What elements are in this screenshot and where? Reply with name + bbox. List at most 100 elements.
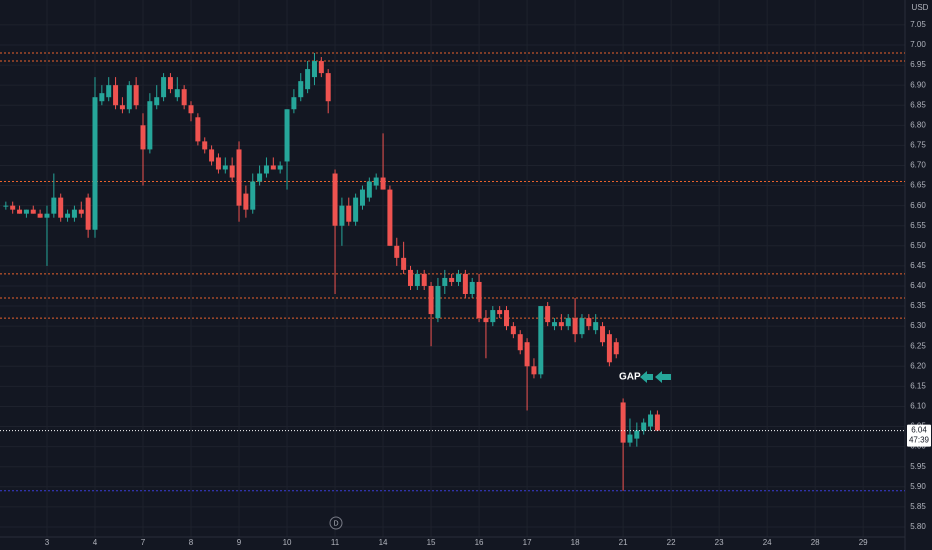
candle-body	[394, 245, 400, 258]
candle-body	[209, 149, 215, 162]
candle-body	[339, 205, 345, 226]
candle-body	[30, 209, 36, 214]
candle-body	[346, 205, 352, 222]
candle-body	[359, 189, 365, 206]
candle-body	[58, 197, 64, 218]
candle-body	[407, 269, 413, 286]
candle-body	[140, 125, 146, 150]
candle-body	[99, 93, 105, 102]
candle-body	[65, 213, 71, 218]
y-tick-label: 5.90	[910, 482, 926, 491]
event-marker-circle	[329, 516, 343, 530]
candle-body	[181, 89, 187, 106]
y-tick-label: 6.90	[910, 80, 926, 89]
candle-body	[435, 285, 441, 319]
candle-body	[366, 181, 372, 198]
candle-body	[538, 306, 544, 375]
candle-body	[325, 73, 331, 102]
candle-body	[126, 85, 132, 110]
candle-body	[71, 209, 77, 218]
y-tick-label: 5.95	[910, 462, 926, 471]
candle-body	[490, 310, 496, 323]
x-tick-label: 29	[859, 538, 868, 547]
candle-body	[284, 109, 290, 162]
candle-body	[188, 105, 194, 114]
candle-body	[476, 281, 482, 319]
x-tick-label: 3	[45, 538, 50, 547]
candle-body	[92, 97, 98, 230]
candle-body	[215, 157, 221, 170]
candle-body	[318, 61, 324, 74]
candle-body	[133, 85, 139, 106]
candle-body	[236, 149, 242, 206]
candle-body	[263, 165, 269, 174]
y-tick-label: 7.05	[910, 20, 926, 29]
gap-arrows	[640, 371, 671, 383]
candle-body	[277, 165, 283, 170]
y-tick-label: 6.95	[910, 60, 926, 69]
candle-body	[428, 285, 434, 315]
candle-body	[17, 209, 23, 214]
y-tick-label: 6.80	[910, 120, 926, 129]
candle-body	[119, 105, 125, 110]
currency: USD	[912, 3, 929, 12]
candle-body	[10, 205, 16, 210]
candle-body	[147, 101, 153, 150]
arrow	[655, 371, 671, 383]
candle-body	[531, 366, 537, 375]
candle-body	[3, 205, 9, 207]
candle-body	[332, 173, 338, 226]
candle-body	[298, 81, 304, 98]
y-tick-label: 6.30	[910, 321, 926, 330]
x-tick-label: 21	[619, 538, 628, 547]
candle-body	[517, 334, 523, 351]
y-tick-label: 6.85	[910, 100, 926, 109]
candle-body	[552, 322, 558, 327]
candle-body	[641, 422, 647, 431]
candle-body	[586, 318, 592, 327]
candle-body	[421, 273, 427, 286]
candle-body	[442, 277, 448, 286]
x-tick-label: 7	[141, 538, 146, 547]
countdown: 47:39	[909, 436, 930, 445]
candle-body	[387, 189, 393, 246]
x-tick-label: 16	[475, 538, 484, 547]
candle-body	[37, 213, 43, 218]
x-tick-label: 8	[189, 538, 194, 547]
candle-body	[78, 209, 84, 214]
candle-body	[250, 181, 256, 210]
candle-body	[311, 61, 317, 78]
x-tick-label: 11	[331, 538, 340, 547]
x-tick-label: 23	[715, 538, 724, 547]
candle-body	[23, 209, 29, 214]
candle-body	[462, 273, 468, 295]
y-tick-label: 5.80	[910, 522, 926, 531]
y-tick-label: 6.60	[910, 201, 926, 210]
candle-body	[648, 414, 654, 427]
annotation: GAP	[619, 372, 641, 383]
event-marker: D	[333, 520, 338, 527]
y-tick-label: 6.50	[910, 241, 926, 250]
candle-body	[106, 85, 112, 98]
last-price-box	[907, 424, 931, 447]
x-tick-label: 15	[427, 538, 436, 547]
candle-body	[524, 342, 530, 367]
last-price-label: 6.04	[911, 426, 927, 435]
candle-body	[565, 318, 571, 327]
candle-body	[373, 177, 379, 186]
candle-body	[85, 197, 91, 230]
candle-body	[620, 402, 626, 443]
y-tick-label: 6.70	[910, 161, 926, 170]
candle-body	[167, 77, 173, 90]
x-tick-label: 4	[93, 538, 98, 547]
y-tick-label: 6.20	[910, 361, 926, 370]
y-tick-label: 6.25	[910, 341, 926, 350]
y-tick-label: 6.35	[910, 301, 926, 310]
candle-body	[291, 97, 297, 110]
candle-body	[545, 306, 551, 323]
x-tick-label: 10	[283, 538, 292, 547]
candle-body	[449, 277, 455, 282]
candle-body	[229, 165, 235, 178]
candle-body	[613, 342, 619, 355]
